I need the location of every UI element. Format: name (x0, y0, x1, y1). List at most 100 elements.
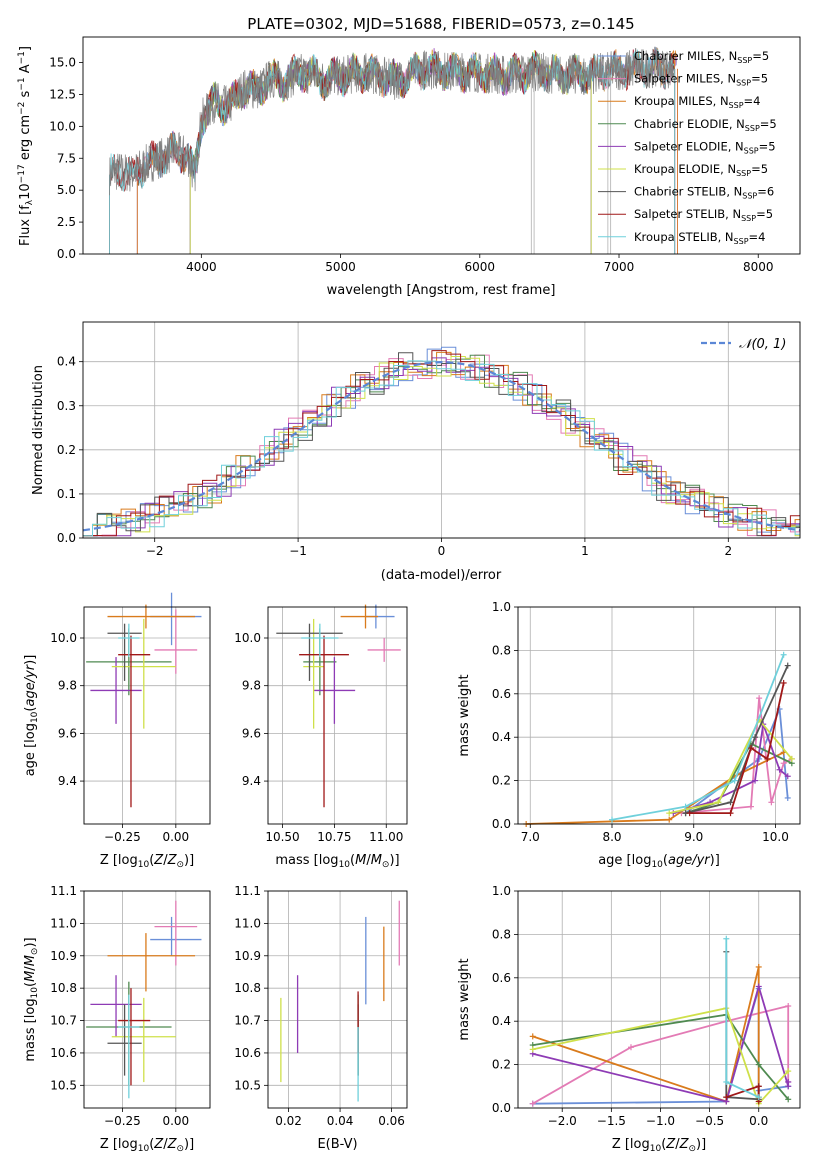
label-part: age/yr (23, 663, 38, 706)
y-tick-label: 10.0 (234, 631, 261, 645)
x-tick-label: −1 (289, 544, 307, 558)
legend-label-count: =4 (749, 230, 766, 244)
axes-frame (267, 890, 408, 1109)
residual-histograms (82, 346, 801, 537)
label-part: ( (350, 853, 355, 868)
label-part: )] (696, 1137, 706, 1152)
axes-frame (517, 606, 801, 825)
label-part: )] (23, 937, 38, 947)
legend-label: Kroupa MILES, NSSP=4 (634, 94, 760, 110)
normal-curve (82, 360, 801, 532)
label-part: )] (23, 655, 38, 665)
y-tick-label: 10.8 (50, 981, 77, 995)
label-part: Z (167, 853, 178, 868)
weight-line-chabrier-elodie (685, 742, 793, 814)
y-tick-label: 11.0 (234, 916, 261, 930)
ylabel-part: s (18, 90, 33, 101)
x-tick-label: 6000 (465, 260, 496, 274)
x-tick-label: 0 (438, 544, 446, 558)
ylabel-sup: −1 (17, 51, 27, 64)
y-tick-label: 0.0 (57, 531, 76, 545)
label-sub: 10 (339, 860, 351, 870)
y-tick-label: 15.0 (49, 56, 76, 70)
panel-7: −2.0 −1.5 −1.0 −0.5 0.0 0.0 0.2 0.4 0.6 0.8 1.0 Z [… (457, 884, 801, 1154)
y-tick-label: 9.4 (58, 774, 77, 788)
weight-line-kroupa-miles (532, 966, 760, 1103)
x-tick-label: 4000 (186, 260, 217, 274)
y-axis-label: mass weight (457, 674, 472, 756)
label-part: ( (23, 982, 38, 987)
x-tick-label: 0.0 (749, 1114, 768, 1128)
legend-label-sub: SSP (745, 124, 760, 133)
label-part: ( (661, 1137, 666, 1152)
legend-label: Salpeter ELODIE, NSSP=5 (634, 139, 776, 155)
panel-3: 10.50 10.75 11.00 9.4 9.6 9.8 10.0 mass [log10(… (234, 604, 408, 870)
y-tick-label: 10.8 (234, 981, 261, 995)
y-tick-label: 7.5 (57, 151, 76, 165)
panel-5: −0.25 0.00 10.5 10.6 10.7 10.8 10.9 11.0 11.1 Z [… (23, 884, 211, 1154)
legend-label-sub: SSP (737, 56, 752, 65)
label-part: / (163, 1137, 168, 1152)
weight-line-chabrier-stelib (685, 665, 789, 814)
label-part: age/yr (668, 853, 711, 868)
y-tick-label: 10.6 (234, 1046, 261, 1060)
legend-label-sub: SSP (734, 237, 749, 246)
panel-4: 7.0 8.0 9.0 10.0 0.0 0.2 0.4 0.6 0.8 1.0 age [log1… (457, 600, 801, 870)
label-part: Z (153, 1137, 164, 1152)
legend-label-count: =5 (756, 207, 773, 221)
x-tick-label: −1.0 (646, 1114, 675, 1128)
label-sub: 10 (30, 987, 40, 999)
residual-xlabel: (data-model)/error (381, 568, 502, 583)
y-tick-label: 10.7 (50, 1014, 77, 1028)
ylabel-sub: λ (25, 199, 35, 205)
x-tick-label: 0.00 (162, 1114, 189, 1128)
y-tick-label: 0.4 (492, 730, 511, 744)
spectrum-title: PLATE=0302, MJD=51688, FIBERID=0573, z=0… (247, 15, 634, 33)
legend-label: Kroupa STELIB, NSSP=4 (634, 230, 765, 246)
label-sub: ⊙ (30, 948, 40, 956)
label-part: )] (184, 1137, 194, 1152)
label-part: mass [log (23, 998, 38, 1061)
ylabel-sup: −1 (17, 77, 27, 90)
y-tick-label: 9.6 (58, 726, 77, 740)
y-tick-label: 10.5 (234, 1078, 261, 1092)
model-spectrum-kroupa-stelib (109, 49, 675, 192)
label-part: ( (663, 853, 668, 868)
legend-label: Chabrier MILES, NSSP=5 (634, 49, 769, 65)
x-tick-label: 11.00 (369, 830, 403, 844)
x-tick-label: −0.25 (104, 1114, 141, 1128)
panel-2: −0.25 0.009.49.69.810.0Z [log10(Z/Z⊙)]age… (23, 592, 211, 870)
label-part: Z (665, 1137, 676, 1152)
ylabel-part: Flux [f (18, 205, 33, 246)
x-tick-label: 0.06 (378, 1114, 405, 1128)
x-tick-label: 10.75 (317, 830, 351, 844)
histogram-chabrier-miles (83, 346, 800, 537)
x-tick-label: 9.0 (684, 830, 703, 844)
y-tick-label: 0.2 (57, 443, 76, 457)
label-part: / (163, 853, 168, 868)
y-tick-label: 10.0 (50, 631, 77, 645)
x-tick-label: −0.5 (695, 1114, 724, 1128)
x-tick-label: 0.04 (327, 1114, 354, 1128)
label-part: / (675, 1137, 680, 1152)
y-tick-label: 0.0 (57, 247, 76, 261)
spectrum-panel: PLATE=0302, MJD=51688, FIBERID=0573, z=0… (17, 15, 801, 298)
y-tick-label: 11.1 (234, 884, 261, 898)
legend-label: Salpeter STELIB, NSSP=5 (634, 207, 773, 223)
histogram-salpeter-stelib (83, 350, 800, 537)
y-tick-label: 10.9 (50, 949, 77, 963)
label-part: Z (167, 1137, 178, 1152)
normal-legend: 𝒩(0, 1) (701, 337, 786, 352)
x-axis-label: Z [log10(Z/Z⊙)] (612, 1137, 706, 1154)
label-part: E(B-V) (317, 1137, 357, 1152)
label-part: age [log (598, 853, 651, 868)
ylabel-part: A (18, 64, 33, 77)
legend-label-sub: SSP (736, 79, 751, 88)
ylabel-part: 10 (18, 183, 33, 200)
y-tick-label: 0.4 (57, 355, 76, 369)
spectrum-ylabel: Flux [fλ10−17 erg cm−2 s−1 A−1] (17, 46, 35, 246)
label-part: mass weight (457, 958, 472, 1040)
y-tick-label: 0.2 (492, 1058, 511, 1072)
label-part: mass weight (457, 674, 472, 756)
label-part: Z (679, 1137, 690, 1152)
